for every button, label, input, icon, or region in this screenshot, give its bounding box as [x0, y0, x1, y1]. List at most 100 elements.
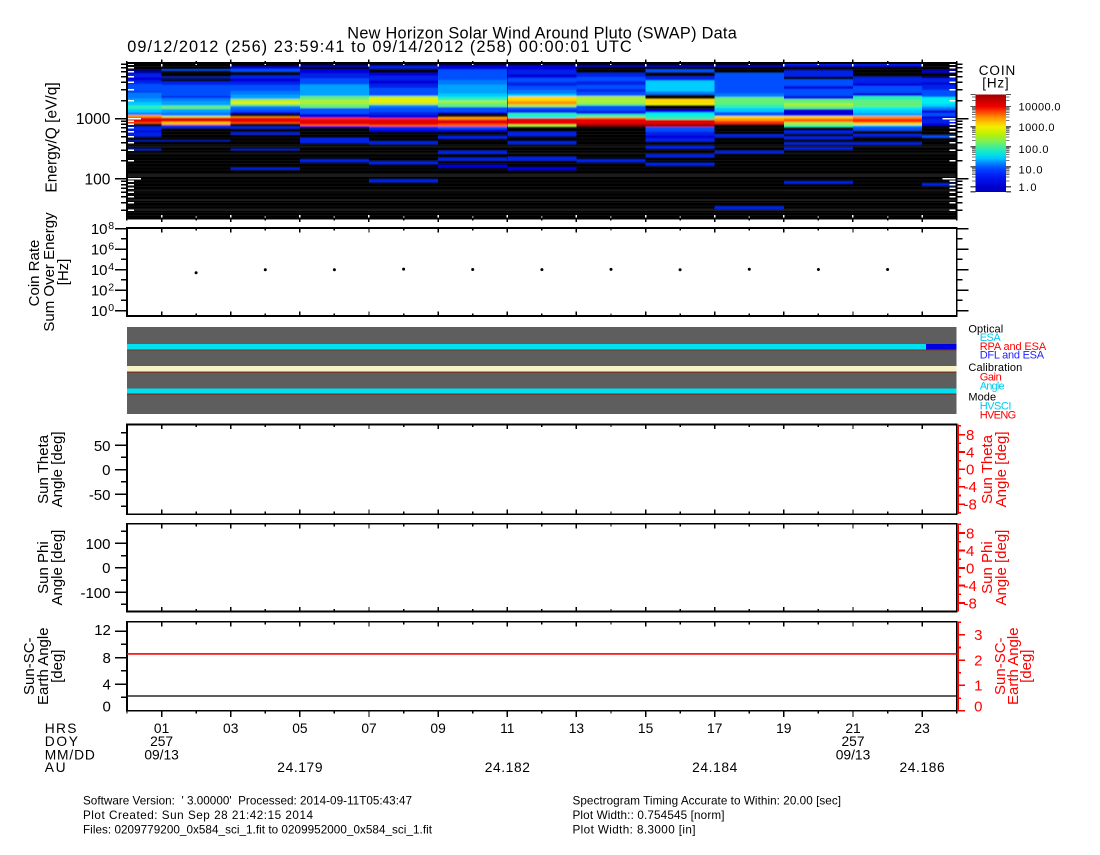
svg-text:Sun Phi: Sun Phi: [979, 541, 996, 594]
svg-text:21: 21: [845, 721, 860, 736]
svg-text:6: 6: [108, 241, 114, 253]
svg-text:4: 4: [103, 676, 111, 693]
svg-text:10: 10: [91, 282, 108, 299]
svg-text:[Hz]: [Hz]: [982, 76, 1008, 91]
svg-text:09/12/2012 (256) 23:59:41 to 0: 09/12/2012 (256) 23:59:41 to 09/14/2012 …: [127, 38, 632, 56]
svg-text:Optical: Optical: [968, 324, 1003, 336]
svg-text:Angle [deg]: Angle [deg]: [993, 530, 1010, 606]
svg-text:[deg]: [deg]: [1018, 650, 1035, 683]
svg-text:0: 0: [103, 698, 111, 715]
svg-text:-4: -4: [964, 479, 977, 496]
svg-text:01: 01: [154, 721, 169, 736]
svg-text:4: 4: [108, 261, 114, 273]
svg-text:8: 8: [966, 427, 974, 444]
svg-text:1000.0: 1000.0: [1019, 122, 1055, 134]
svg-text:Coin Rate: Coin Rate: [26, 240, 43, 307]
svg-text:Earth Angle: Earth Angle: [1005, 627, 1022, 705]
svg-text:Spectrogram Timing Accurate to: Spectrogram Timing Accurate to Within: 2…: [573, 794, 842, 807]
svg-text:-4: -4: [964, 578, 977, 595]
svg-text:AU: AU: [45, 760, 66, 775]
svg-text:8: 8: [966, 525, 974, 542]
svg-text:8: 8: [103, 650, 111, 667]
svg-text:Sun Theta: Sun Theta: [35, 434, 52, 504]
svg-text:10: 10: [91, 242, 108, 259]
svg-text:-8: -8: [964, 497, 977, 514]
svg-text:Angle: Angle: [980, 380, 1005, 392]
svg-text:HVSCI: HVSCI: [980, 400, 1012, 412]
svg-text:Earth Angle: Earth Angle: [35, 627, 52, 705]
svg-text:DFL and ESA: DFL and ESA: [980, 350, 1045, 362]
svg-text:4: 4: [966, 444, 974, 461]
svg-text:100: 100: [85, 536, 110, 553]
svg-text:Sun-SC-: Sun-SC-: [992, 637, 1009, 695]
svg-text:Plot Width:: 0.754545 [norm]: Plot Width:: 0.754545 [norm]: [573, 809, 725, 822]
svg-text:0: 0: [974, 698, 982, 715]
svg-text:2: 2: [974, 652, 982, 669]
svg-text:10: 10: [91, 303, 108, 320]
svg-text:23: 23: [914, 721, 930, 736]
svg-text:Files: 0209779200_0x584_sci_1.: Files: 0209779200_0x584_sci_1.fit to 020…: [83, 824, 433, 837]
svg-text:[deg]: [deg]: [49, 650, 66, 683]
svg-text:[Hz]: [Hz]: [55, 259, 72, 286]
svg-text:COIN: COIN: [979, 63, 1016, 78]
svg-text:HVENG: HVENG: [980, 409, 1017, 421]
svg-text:0: 0: [966, 462, 974, 479]
svg-text:1000: 1000: [76, 111, 111, 128]
svg-text:05: 05: [292, 721, 308, 736]
svg-text:1.0: 1.0: [1019, 182, 1037, 194]
svg-text:12: 12: [94, 622, 111, 639]
svg-text:Energy/Q [eV/q]: Energy/Q [eV/q]: [44, 82, 61, 192]
svg-text:13: 13: [569, 721, 585, 736]
svg-text:-100: -100: [80, 585, 110, 602]
svg-text:0: 0: [108, 302, 114, 314]
svg-text:10: 10: [91, 221, 108, 238]
svg-text:Software Version: ' 3.00000': Software Version: ' 3.00000' Processed: …: [83, 794, 412, 807]
svg-text:257: 257: [841, 734, 864, 749]
svg-text:RPA and ESA: RPA and ESA: [980, 341, 1047, 353]
svg-text:ESA: ESA: [980, 332, 1002, 344]
svg-text:100: 100: [85, 171, 111, 188]
svg-text:50: 50: [94, 438, 111, 455]
svg-text:09/13: 09/13: [836, 747, 871, 762]
svg-text:09: 09: [430, 721, 446, 736]
svg-text:10: 10: [91, 262, 108, 279]
svg-text:10.0: 10.0: [1019, 165, 1043, 177]
svg-text:24.182: 24.182: [485, 760, 530, 775]
svg-text:Plot Created: Sun Sep 28 21:42: Plot Created: Sun Sep 28 21:42:15 2014: [83, 809, 313, 822]
svg-text:07: 07: [361, 721, 376, 736]
svg-text:Angle [deg]: Angle [deg]: [49, 530, 66, 606]
svg-text:17: 17: [707, 721, 722, 736]
svg-text:8: 8: [108, 220, 114, 232]
svg-text:MM/DD: MM/DD: [45, 747, 95, 762]
svg-text:0: 0: [966, 560, 974, 577]
svg-text:19: 19: [776, 721, 792, 736]
svg-text:15: 15: [638, 721, 654, 736]
svg-text:-50: -50: [89, 487, 111, 504]
svg-text:0: 0: [102, 560, 110, 577]
svg-text:4: 4: [966, 543, 974, 560]
svg-text:24.186: 24.186: [900, 760, 946, 775]
svg-text:09/13: 09/13: [144, 747, 179, 762]
svg-text:11: 11: [500, 721, 514, 736]
svg-text:0: 0: [102, 462, 110, 479]
svg-text:24.179: 24.179: [277, 760, 323, 775]
svg-text:Sun Phi: Sun Phi: [35, 541, 52, 594]
svg-text:Angle [deg]: Angle [deg]: [993, 431, 1010, 507]
svg-text:03: 03: [223, 721, 239, 736]
svg-text:257: 257: [150, 734, 173, 749]
svg-text:Sun-SC-: Sun-SC-: [21, 637, 38, 695]
svg-text:HRS: HRS: [45, 721, 77, 736]
svg-text:100.0: 100.0: [1019, 144, 1049, 156]
svg-text:Gain: Gain: [980, 372, 1002, 384]
svg-text:Mode: Mode: [968, 391, 996, 403]
svg-text:Plot Width: 8.3000 [in]: Plot Width: 8.3000 [in]: [573, 824, 696, 837]
svg-text:3: 3: [974, 627, 982, 644]
svg-text:DOY: DOY: [45, 734, 78, 749]
svg-text:Sun Theta: Sun Theta: [979, 434, 996, 504]
svg-text:New Horizon Solar Wind Around: New Horizon Solar Wind Around Pluto (SWA…: [347, 25, 737, 43]
svg-text:-8: -8: [964, 595, 977, 612]
svg-text:1: 1: [974, 678, 982, 695]
svg-text:10000.0: 10000.0: [1019, 101, 1061, 113]
svg-text:Calibration: Calibration: [968, 362, 1022, 374]
svg-text:2: 2: [108, 282, 114, 294]
